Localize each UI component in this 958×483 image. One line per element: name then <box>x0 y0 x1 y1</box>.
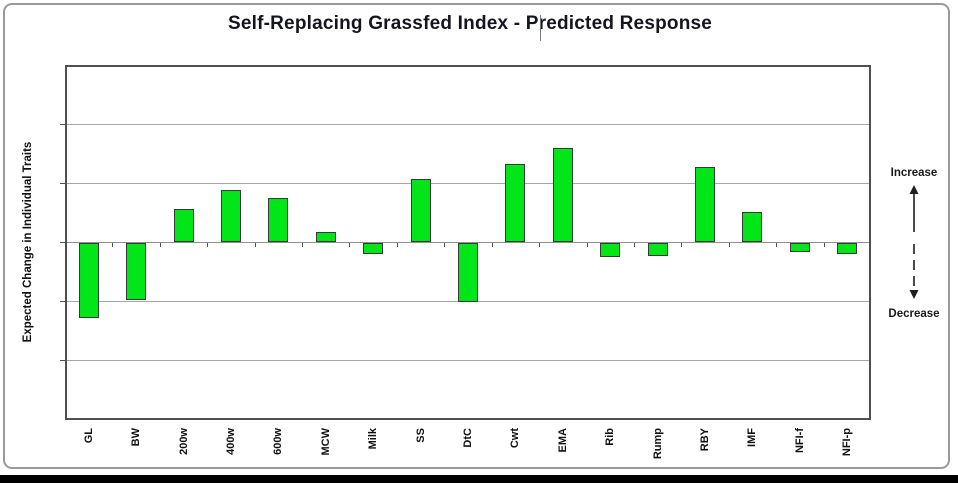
x-axis-tick <box>444 242 446 247</box>
chart-title: Self-Replacing Grassfed Index - Predicte… <box>227 13 713 34</box>
bar <box>742 211 763 243</box>
x-axis-label: NFI-p <box>841 428 854 457</box>
bar <box>505 163 526 243</box>
x-axis-tick <box>254 242 256 247</box>
x-axis-label: SS <box>414 428 427 443</box>
x-axis-tick <box>681 242 683 247</box>
x-axis-tick <box>159 242 161 247</box>
x-axis-tick <box>302 242 304 247</box>
bar <box>268 197 289 243</box>
increase-label: Increase <box>890 167 938 179</box>
x-axis-label: GL <box>82 428 95 444</box>
bar <box>789 242 810 252</box>
gridline <box>67 301 869 303</box>
x-axis-label: Milk <box>367 428 380 450</box>
y-axis-tick <box>60 123 65 125</box>
x-axis-label: Rib <box>604 428 617 446</box>
text-cursor-caret <box>540 15 541 41</box>
y-axis-tick <box>60 301 65 303</box>
x-axis-tick <box>539 242 541 247</box>
x-axis-tick <box>396 242 398 247</box>
bar <box>410 178 431 243</box>
bar <box>363 242 384 254</box>
x-axis-label: NFI-f <box>793 428 806 454</box>
increase-decrease-arrow-icon <box>909 185 919 299</box>
x-axis-label: RBY <box>699 428 712 452</box>
gridline <box>67 182 869 184</box>
x-axis-tick <box>633 242 635 247</box>
bar <box>220 190 241 243</box>
x-axis-label: DtC <box>462 428 474 448</box>
x-axis-tick <box>349 242 351 247</box>
bar <box>837 242 858 255</box>
bar <box>126 242 147 301</box>
x-axis-label: 200w <box>177 428 190 455</box>
bar <box>600 242 621 258</box>
gridline <box>67 123 869 125</box>
x-axis-tick <box>112 242 114 247</box>
x-axis-label: IMF <box>746 428 759 447</box>
bar <box>78 242 99 318</box>
x-axis-tick <box>491 242 493 247</box>
gridline <box>67 360 869 362</box>
x-axis-tick <box>823 242 825 247</box>
x-axis-tick <box>776 242 778 247</box>
bar <box>173 208 194 243</box>
bar <box>552 147 573 243</box>
window-edge-strip <box>0 475 958 483</box>
bar <box>315 232 336 243</box>
y-axis-tick <box>60 242 65 243</box>
y-axis-tick <box>60 360 65 362</box>
y-axis-tick <box>60 182 65 184</box>
y-axis-title: Expected Change in Individual Traits <box>22 141 34 343</box>
x-axis-label: 600w <box>272 428 285 455</box>
x-axis-tick <box>207 242 209 247</box>
x-axis-tick <box>728 242 730 247</box>
decrease-label: Decrease <box>888 308 940 320</box>
x-axis-tick <box>586 242 588 247</box>
x-axis-label: Cwt <box>509 428 522 449</box>
bar <box>647 242 668 256</box>
x-axis-label: BW <box>130 428 143 447</box>
x-axis-label: EMA <box>556 428 569 453</box>
bar <box>695 167 716 243</box>
x-axis-label: Rump <box>651 428 664 460</box>
x-axis-label: MCW <box>319 428 332 456</box>
bar <box>458 242 478 302</box>
x-axis-label: 400w <box>224 428 237 455</box>
